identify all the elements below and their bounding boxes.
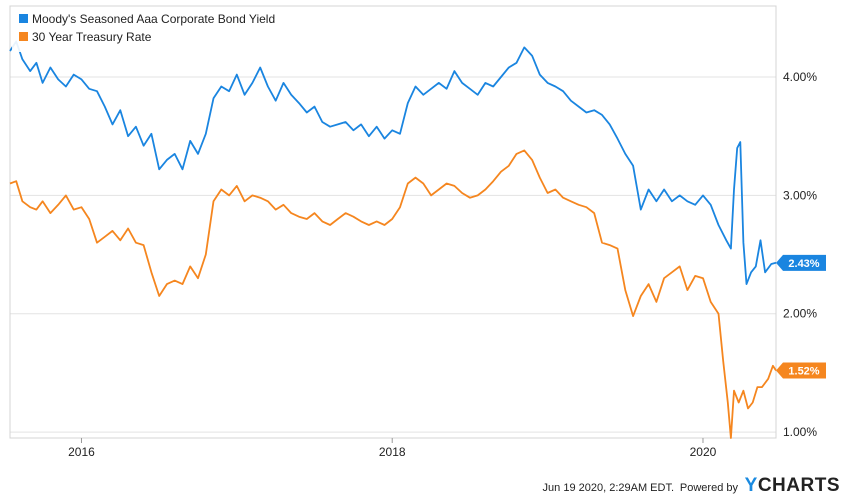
y-tick-label: 4.00%	[783, 70, 817, 84]
legend: Moody's Seasoned Aaa Corporate Bond Yiel…	[12, 8, 330, 52]
logo-wordmark: CHARTS	[757, 475, 840, 496]
powered-by-text: Powered by	[679, 482, 738, 494]
legend-label[interactable]: Moody's Seasoned Aaa Corporate Bond Yiel…	[32, 12, 275, 26]
x-tick-label: 2018	[379, 445, 406, 459]
timestamp-text: Jun 19 2020, 2:29AM EDT.	[542, 482, 674, 494]
legend-box	[12, 8, 330, 52]
x-tick-label: 2016	[68, 445, 95, 459]
tag-value: 2.43%	[788, 258, 819, 270]
last-value-tag-aaa: 2.43%	[776, 254, 826, 271]
grid-lines	[10, 76, 776, 433]
last-value-tag-treasury: 1.52%	[776, 362, 826, 379]
chart-canvas: 1.00%2.00%3.00%4.00% 2016 2018 2020 2.43%1…	[0, 0, 850, 473]
series-layer	[9, 40, 777, 439]
tag-shape	[776, 254, 826, 271]
y-tick-label: 2.00%	[783, 307, 817, 321]
y-tick-label: 3.00%	[783, 188, 817, 202]
legend-label[interactable]: 30 Year Treasury Rate	[32, 30, 152, 44]
x-axis: 2016 2018 2020	[68, 438, 717, 459]
y-axis: 1.00% 2.00% 3.00% 4.00%	[783, 70, 817, 439]
chart-footer: Jun 19 2020, 2:29AM EDT. Powered by YCHA…	[0, 473, 850, 501]
plot-frame	[9, 5, 777, 439]
chart-background	[0, 0, 850, 473]
ycharts-logo[interactable]: YCHARTS	[745, 475, 840, 497]
logo-y-mark: Y	[744, 475, 758, 496]
series-line-aaa-yield[interactable]	[9, 40, 777, 285]
x-tick-label: 2020	[690, 445, 717, 459]
tag-value: 1.52%	[788, 366, 819, 378]
legend-swatch	[19, 32, 28, 41]
last-value-tags: 2.43% 1.52%	[776, 254, 826, 379]
series-line-30y-treasury[interactable]	[9, 149, 777, 439]
y-tick-label: 1.00%	[783, 425, 817, 439]
tag-shape	[776, 362, 826, 379]
legend-swatch	[19, 14, 28, 23]
